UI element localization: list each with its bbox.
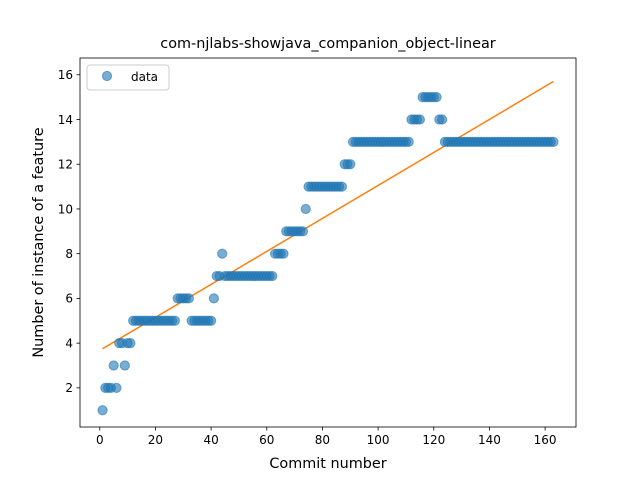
y-tick-label: 6 [65, 292, 73, 306]
data-point [208, 293, 219, 304]
y-tick-label: 8 [65, 247, 73, 261]
x-tick-label: 120 [422, 433, 445, 447]
data-point [108, 360, 119, 371]
x-tick-label: 160 [534, 433, 557, 447]
data-points-layer [97, 92, 559, 416]
data-point [111, 382, 122, 393]
data-point [119, 360, 130, 371]
x-tick-label: 40 [203, 433, 218, 447]
data-point [548, 136, 559, 147]
y-tick-label: 10 [58, 202, 73, 216]
chart-title: com-njlabs-showjava_companion_object-lin… [160, 36, 495, 52]
y-tick-label: 12 [58, 158, 73, 172]
legend-marker-data [101, 70, 113, 82]
x-tick-label: 140 [478, 433, 501, 447]
data-point [183, 293, 194, 304]
data-point [217, 248, 228, 259]
fit-line-layer [102, 80, 554, 350]
y-tick-label: 16 [58, 68, 73, 82]
data-point [278, 248, 289, 259]
axes-frame [79, 57, 577, 428]
x-tick-label: 60 [259, 433, 274, 447]
y-tick-label: 4 [65, 336, 73, 350]
data-point [403, 136, 414, 147]
legend: data [86, 64, 170, 91]
y-axis: 2 4 6 8 10 12 14 16 [58, 68, 80, 395]
y-axis-label: Number of instance of a feature [31, 127, 47, 357]
legend-label-data: data [131, 70, 158, 84]
data-point [169, 315, 181, 326]
x-tick-label: 20 [148, 433, 163, 447]
data-point [206, 315, 217, 326]
x-tick-label: 80 [315, 433, 330, 447]
data-point [267, 270, 278, 282]
data-point [437, 114, 448, 125]
x-tick-label: 0 [96, 433, 104, 447]
fit-line [102, 80, 554, 350]
data-point [336, 181, 348, 192]
x-axis: 0 20 40 60 80 100 120 140 160 [96, 427, 557, 447]
data-point [345, 159, 356, 170]
y-tick-label: 14 [58, 113, 73, 127]
data-point [97, 405, 108, 416]
axes-background [80, 58, 576, 427]
x-tick-label: 100 [367, 433, 390, 447]
plot-area [79, 57, 577, 428]
data-point [414, 114, 425, 125]
x-axis-label: Commit number [269, 456, 386, 472]
data-point [431, 92, 442, 103]
y-tick-label: 2 [65, 381, 73, 395]
data-point [300, 203, 311, 215]
data-point [125, 338, 136, 349]
data-point [297, 226, 309, 237]
